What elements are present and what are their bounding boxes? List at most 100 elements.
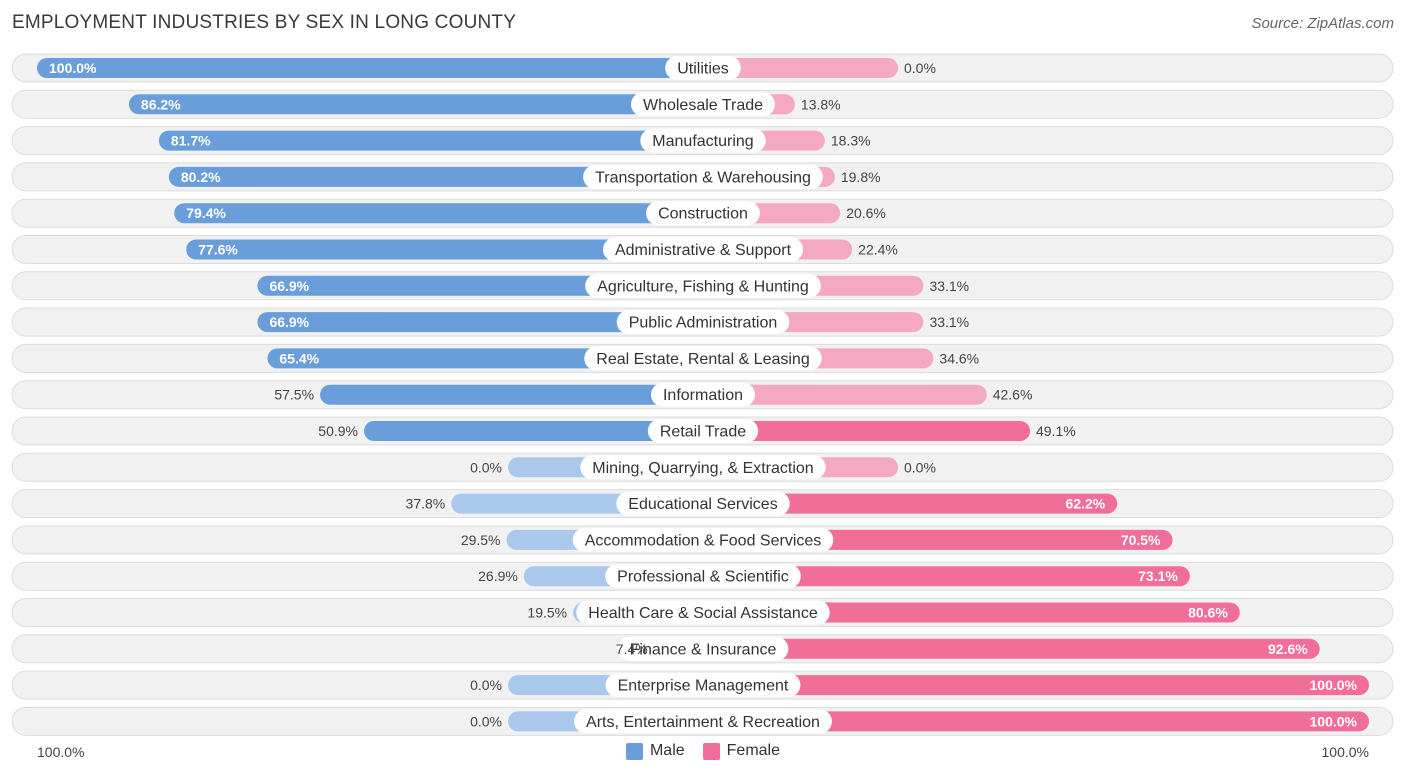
male-value-label: 66.9% <box>269 278 309 294</box>
category-label-bg <box>585 273 821 298</box>
axis-right-label: 100.0% <box>1321 744 1369 760</box>
female-value-label: 73.1% <box>1138 568 1178 584</box>
male-value-label: 100.0% <box>49 60 97 76</box>
category-label-bg <box>583 164 823 189</box>
male-value-label: 80.2% <box>181 169 221 185</box>
category-label: Finance & Insurance <box>630 641 777 658</box>
category-label: Professional & Scientific <box>617 569 789 586</box>
category-label-bg <box>616 491 790 516</box>
category-label: Educational Services <box>628 496 777 513</box>
female-value-label: 80.6% <box>1188 605 1228 621</box>
male-bar <box>158 130 704 151</box>
male-value-label: 7.4% <box>616 641 648 657</box>
industry-row: Retail Trade 50.9% 49.1% <box>11 416 1394 446</box>
category-label-bg <box>580 455 826 480</box>
industry-row: Health Care & Social Assistance 19.5% 80.6… <box>11 598 1394 627</box>
female-bar <box>703 675 1369 696</box>
category-label-bg <box>640 128 766 153</box>
industry-row: Mining, Quarrying, & Extraction 0.0% 0.0% <box>11 452 1394 482</box>
category-label-bg <box>605 564 801 589</box>
legend: Male Female <box>0 742 1406 760</box>
male-value-label: 0.0% <box>470 713 502 729</box>
category-label-bg <box>616 310 790 335</box>
male-value-label: 19.5% <box>527 605 567 621</box>
male-value-label: 79.4% <box>186 205 226 221</box>
female-bar <box>703 384 987 405</box>
industry-row: Administrative & Support 77.6% 22.4% <box>11 235 1394 264</box>
male-value-label: 81.7% <box>171 133 211 149</box>
female-bar <box>703 711 1369 732</box>
category-label: Enterprise Management <box>618 678 789 695</box>
category-label: Accommodation & Food Services <box>585 532 822 549</box>
female-value-label: 22.4% <box>858 242 898 258</box>
female-value-label: 92.6% <box>1268 641 1308 657</box>
male-bar <box>168 166 704 187</box>
category-label-bg <box>574 709 832 734</box>
category-label: Transportation & Warehousing <box>595 169 811 186</box>
female-bar <box>703 493 1118 514</box>
male-bar <box>37 58 703 78</box>
industry-row: Manufacturing 81.7% 18.3% <box>11 126 1394 156</box>
industry-row: Wholesale Trade 86.2% 13.8% <box>11 89 1394 119</box>
category-label: Manufacturing <box>652 133 753 150</box>
female-value-label: 62.2% <box>1066 496 1106 512</box>
male-value-label: 37.8% <box>406 496 446 512</box>
female-value-label: 19.8% <box>841 169 881 185</box>
category-label: Health Care & Social Assistance <box>588 605 818 622</box>
industry-row: Public Administration 66.9% 33.1% <box>11 307 1394 337</box>
category-label-bg <box>647 419 759 443</box>
axis-left-label: 100.0% <box>37 744 85 760</box>
male-value-label: 26.9% <box>478 568 518 584</box>
category-label-bg <box>630 92 776 117</box>
industry-row: Educational Services 37.8% 62.2% <box>11 489 1394 519</box>
industry-row: Transportation & Warehousing 80.2% 19.8% <box>11 162 1394 192</box>
legend-label-male: Male <box>649 742 685 759</box>
category-label-bg <box>617 636 789 661</box>
category-label: Utilities <box>677 61 729 78</box>
female-value-label: 49.1% <box>1036 423 1076 439</box>
male-value-label: 57.5% <box>274 387 314 403</box>
category-label-bg <box>646 201 760 226</box>
female-value-label: 42.6% <box>993 387 1033 403</box>
industry-row: Information 57.5% 42.6% <box>11 380 1394 410</box>
legend-item-female[interactable]: Female <box>702 742 780 760</box>
legend-swatch-male <box>625 742 643 760</box>
male-bar <box>320 384 703 405</box>
male-value-label: 77.6% <box>198 242 238 258</box>
industry-row: Agriculture, Fishing & Hunting 66.9% 33.1% <box>11 271 1394 301</box>
legend-item-male[interactable]: Male <box>625 742 685 760</box>
industry-row: Real Estate, Rental & Leasing 65.4% 34.6% <box>11 343 1394 373</box>
female-value-label: 70.5% <box>1121 532 1161 548</box>
female-bar <box>703 602 1240 623</box>
category-label-bg <box>605 673 801 698</box>
male-bar <box>128 94 703 115</box>
female-value-label: 18.3% <box>831 133 871 149</box>
male-value-label: 0.0% <box>470 677 502 693</box>
chart-title: EMPLOYMENT INDUSTRIES BY SEX IN LONG COU… <box>12 12 517 33</box>
category-label-bg <box>584 346 822 371</box>
female-value-label: 0.0% <box>904 60 936 76</box>
female-value-label: 34.6% <box>939 350 979 366</box>
male-bar <box>186 239 703 260</box>
female-value-label: 13.8% <box>801 96 841 112</box>
female-value-label: 100.0% <box>1310 713 1358 729</box>
legend-swatch-female <box>702 742 720 760</box>
male-value-label: 65.4% <box>279 350 319 366</box>
category-label: Wholesale Trade <box>643 97 763 114</box>
female-bar <box>703 566 1190 587</box>
female-value-label: 33.1% <box>929 278 969 294</box>
industry-row: Enterprise Management 0.0% 100.0% <box>11 670 1394 700</box>
category-label: Agriculture, Fishing & Hunting <box>597 278 809 295</box>
industry-row: Accommodation & Food Services 29.5% 70.5% <box>11 525 1394 555</box>
male-bar <box>174 203 704 224</box>
category-label-bg <box>650 382 756 407</box>
industry-row: Utilities 100.0% 0.0% <box>11 53 1394 83</box>
category-label-bg <box>602 237 804 262</box>
female-bar <box>703 638 1320 659</box>
category-label: Retail Trade <box>660 424 746 441</box>
male-value-label: 50.9% <box>318 423 358 439</box>
industry-row: Professional & Scientific 26.9% 73.1% <box>11 561 1394 591</box>
category-label-bg <box>576 600 830 625</box>
